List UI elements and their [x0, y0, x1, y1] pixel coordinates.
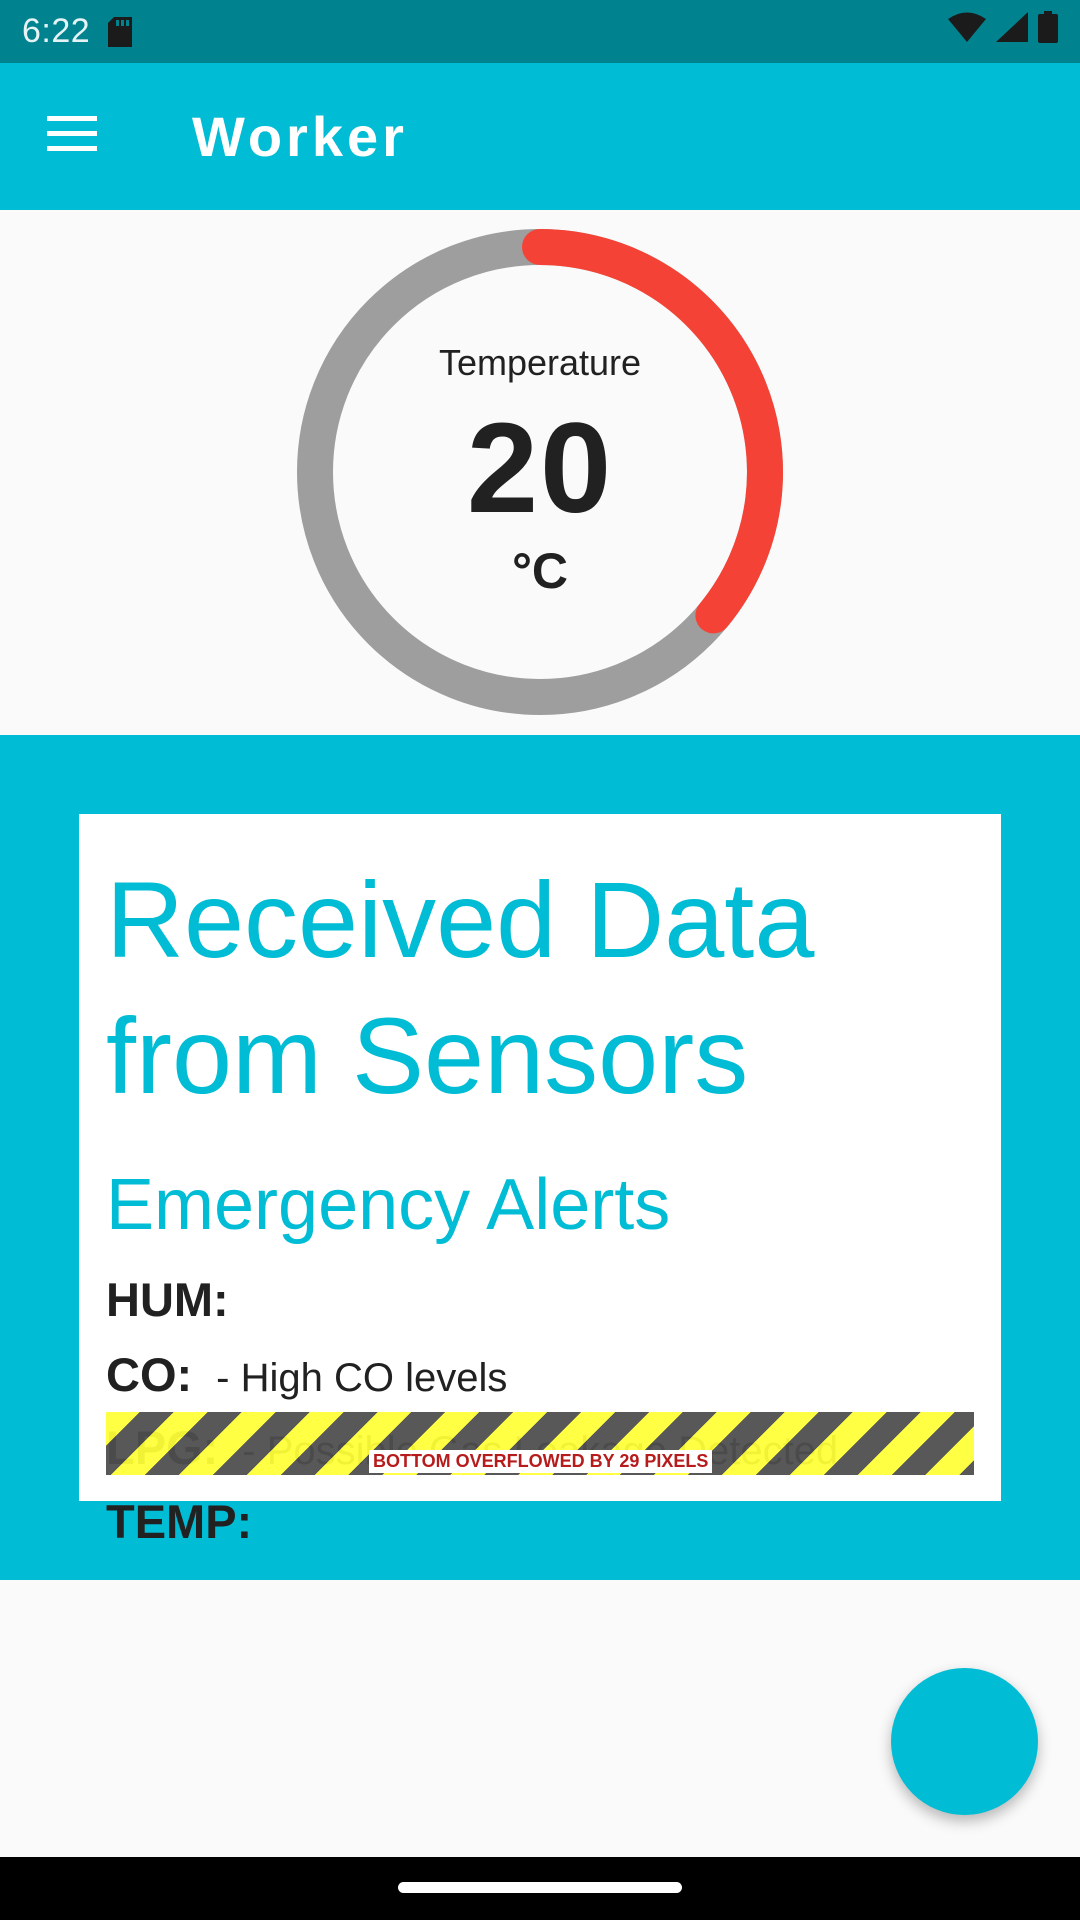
floating-action-button[interactable] [891, 1668, 1038, 1815]
signal-icon [996, 12, 1028, 51]
wifi-icon [948, 12, 986, 51]
status-bar: 6:22 [0, 0, 1080, 63]
menu-icon [47, 116, 97, 157]
app-bar: Worker [0, 63, 1080, 210]
emergency-alerts-heading: Emergency Alerts [106, 1165, 671, 1245]
gauge-unit: °C [511, 543, 569, 599]
temperature-gauge: Temperature 20 °C [0, 210, 1080, 735]
card-heading: Received Data from Sensors [106, 859, 815, 1116]
home-handle[interactable] [398, 1882, 682, 1893]
overflow-warning-text: BOTTOM OVERFLOWED BY 29 PIXELS [369, 1450, 713, 1473]
sensor-data-card: Received Data from Sensors Emergency Ale… [79, 814, 1001, 1501]
menu-button[interactable] [0, 63, 144, 210]
status-icons [948, 11, 1058, 52]
page-title: Worker [192, 105, 408, 168]
gauge-value: 20 [466, 397, 614, 540]
gauge-fill [522, 229, 783, 634]
gauge-ring [297, 229, 783, 715]
battery-icon [1038, 11, 1058, 52]
gauge-title: Temperature [438, 342, 642, 383]
sd-card-icon [108, 16, 133, 47]
status-time: 6:22 [22, 12, 91, 50]
